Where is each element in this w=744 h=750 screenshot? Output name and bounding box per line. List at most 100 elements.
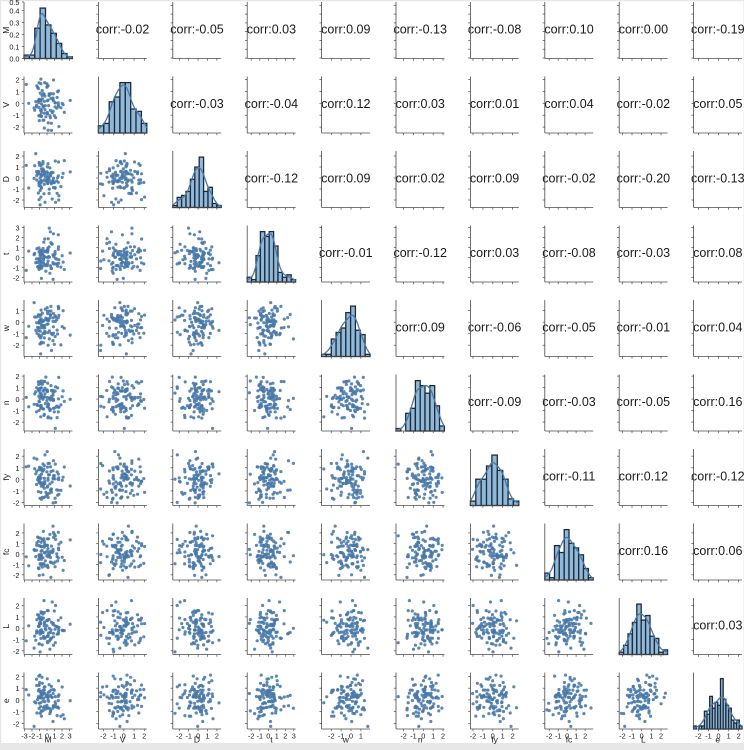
svg-text:corr:0.03: corr:0.03 — [396, 97, 445, 111]
svg-text:corr:-0.01: corr:-0.01 — [617, 320, 671, 334]
svg-text:fy: fy — [1, 473, 11, 480]
svg-text:corr:-0.13: corr:-0.13 — [393, 22, 447, 36]
svg-text:2: 2 — [15, 152, 19, 161]
svg-text:0.4: 0.4 — [9, 6, 19, 15]
svg-text:1: 1 — [15, 684, 19, 693]
svg-text:corr:0.16: corr:0.16 — [619, 544, 668, 558]
svg-text:corr:-0.19: corr:-0.19 — [691, 22, 744, 36]
svg-text:1: 1 — [15, 384, 19, 393]
svg-text:-2: -2 — [13, 498, 20, 507]
svg-text:1: 1 — [15, 87, 19, 96]
svg-text:corr:0.04: corr:0.04 — [693, 320, 742, 334]
svg-text:-1: -1 — [13, 487, 20, 496]
svg-text:1: 1 — [52, 731, 56, 740]
svg-text:1: 1 — [15, 539, 19, 548]
svg-text:corr:-0.20: corr:-0.20 — [617, 171, 671, 185]
svg-text:0.5: 0.5 — [9, 0, 19, 7]
svg-text:-2: -2 — [13, 341, 20, 350]
svg-text:corr:0.09: corr:0.09 — [470, 171, 519, 185]
svg-text:-3: -3 — [21, 731, 28, 740]
svg-text:corr:-0.12: corr:-0.12 — [393, 246, 447, 260]
svg-text:corr:0.09: corr:0.09 — [396, 320, 445, 334]
svg-text:corr:-0.03: corr:-0.03 — [170, 97, 224, 111]
svg-text:-2: -2 — [13, 571, 20, 580]
svg-text:-1: -1 — [13, 708, 20, 717]
svg-text:corr:0.03: corr:0.03 — [470, 246, 519, 260]
svg-text:corr:-0.08: corr:-0.08 — [468, 22, 522, 36]
svg-text:D: D — [1, 176, 11, 182]
svg-text:corr:0.05: corr:0.05 — [693, 97, 742, 111]
svg-text:n: n — [1, 400, 11, 405]
svg-text:-1: -1 — [13, 185, 20, 194]
svg-text:corr:-0.08: corr:-0.08 — [542, 246, 596, 260]
svg-text:corr:-0.02: corr:-0.02 — [617, 97, 671, 111]
svg-text:corr:-0.02: corr:-0.02 — [96, 22, 150, 36]
svg-text:M: M — [45, 735, 52, 745]
svg-text:3: 3 — [68, 731, 72, 740]
svg-text:corr:0.08: corr:0.08 — [693, 246, 742, 260]
svg-text:0: 0 — [15, 174, 19, 183]
svg-text:corr:0.09: corr:0.09 — [321, 22, 370, 36]
svg-text:corr:-0.03: corr:-0.03 — [542, 395, 596, 409]
svg-text:-1: -1 — [36, 731, 43, 740]
svg-text:corr:0.01: corr:0.01 — [470, 97, 519, 111]
svg-text:2: 2 — [15, 672, 19, 681]
svg-text:0.3: 0.3 — [9, 18, 19, 27]
svg-text:corr:-0.13: corr:-0.13 — [691, 171, 744, 185]
svg-text:0.0: 0.0 — [9, 55, 19, 64]
svg-text:fc: fc — [1, 548, 11, 555]
svg-text:corr:-0.03: corr:-0.03 — [617, 246, 671, 260]
svg-text:-1: -1 — [13, 330, 20, 339]
svg-text:corr:0.06: corr:0.06 — [693, 544, 742, 558]
svg-text:corr:-0.01: corr:-0.01 — [319, 246, 373, 260]
svg-text:1: 1 — [15, 163, 19, 172]
svg-text:0: 0 — [15, 550, 19, 559]
svg-text:-2: -2 — [13, 719, 20, 728]
svg-text:0.1: 0.1 — [9, 43, 19, 52]
svg-text:2: 2 — [15, 529, 19, 538]
svg-text:corr:0.12: corr:0.12 — [321, 97, 370, 111]
svg-text:corr:0.12: corr:0.12 — [619, 469, 668, 483]
svg-text:corr:0.00: corr:0.00 — [619, 22, 668, 36]
svg-text:1: 1 — [15, 464, 19, 473]
svg-text:corr:0.09: corr:0.09 — [321, 171, 370, 185]
svg-text:-2: -2 — [13, 196, 20, 205]
svg-text:0: 0 — [15, 318, 19, 327]
svg-text:0: 0 — [15, 624, 19, 633]
svg-text:-1: -1 — [13, 636, 20, 645]
svg-text:3: 3 — [15, 224, 19, 233]
svg-text:M: M — [1, 27, 11, 34]
svg-text:-2: -2 — [29, 731, 36, 740]
svg-text:corr:0.03: corr:0.03 — [693, 618, 742, 632]
svg-text:corr:-0.09: corr:-0.09 — [468, 395, 522, 409]
svg-text:1: 1 — [15, 613, 19, 622]
svg-text:w: w — [1, 324, 11, 332]
svg-text:corr:-0.12: corr:-0.12 — [691, 469, 744, 483]
svg-text:corr:-0.04: corr:-0.04 — [245, 97, 299, 111]
svg-text:-2: -2 — [13, 123, 20, 132]
svg-text:-1: -1 — [13, 560, 20, 569]
svg-text:0: 0 — [15, 253, 19, 262]
svg-text:0: 0 — [15, 696, 19, 705]
svg-text:2: 2 — [15, 452, 19, 461]
svg-text:corr:0.02: corr:0.02 — [396, 171, 445, 185]
svg-text:-2: -2 — [13, 647, 20, 656]
svg-text:corr:0.04: corr:0.04 — [544, 97, 593, 111]
svg-text:e: e — [1, 698, 11, 703]
svg-text:corr:0.10: corr:0.10 — [544, 22, 593, 36]
svg-text:corr:-0.05: corr:-0.05 — [617, 395, 671, 409]
svg-text:-1: -1 — [13, 111, 20, 120]
svg-text:corr:0.03: corr:0.03 — [247, 22, 296, 36]
svg-text:-1: -1 — [13, 407, 20, 416]
svg-text:1: 1 — [15, 307, 19, 316]
svg-text:V: V — [1, 102, 11, 108]
svg-text:0: 0 — [15, 99, 19, 108]
svg-text:2: 2 — [15, 234, 19, 243]
svg-text:0: 0 — [15, 475, 19, 484]
svg-text:corr:-0.11: corr:-0.11 — [543, 469, 596, 483]
svg-text:-2: -2 — [13, 418, 20, 427]
svg-text:-1: -1 — [13, 263, 20, 272]
svg-text:corr:-0.05: corr:-0.05 — [542, 320, 596, 334]
svg-text:2: 2 — [15, 75, 19, 84]
svg-text:1: 1 — [15, 244, 19, 253]
